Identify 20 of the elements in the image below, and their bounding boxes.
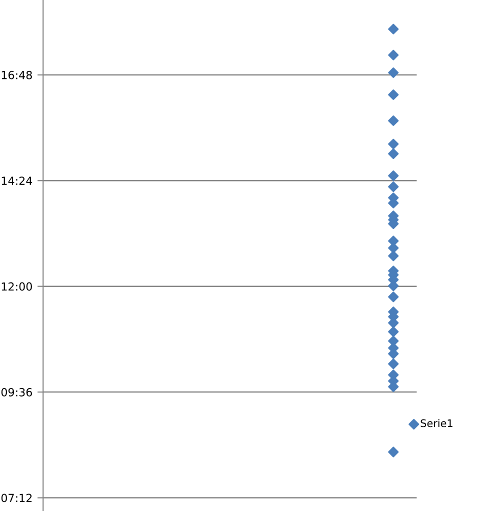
point [388, 148, 399, 160]
point [388, 358, 399, 370]
point [388, 181, 399, 192]
y-tick-label: 07:12 [1, 494, 32, 502]
y-tick-label: 14:24 [2, 176, 32, 185]
y-tick-label: 16:48 [2, 70, 32, 80]
point [388, 326, 399, 338]
point [388, 292, 399, 302]
point [388, 250, 399, 262]
y-tick-label: 12:00 [2, 282, 32, 291]
point [388, 446, 399, 458]
point [388, 138, 399, 150]
legend-label: Serie1 [420, 419, 452, 428]
point [388, 89, 399, 100]
point [388, 24, 399, 34]
point [388, 67, 399, 78]
y-tick-label: 09:36 [1, 388, 32, 396]
point [388, 170, 399, 182]
point [388, 115, 399, 126]
point [388, 50, 399, 60]
